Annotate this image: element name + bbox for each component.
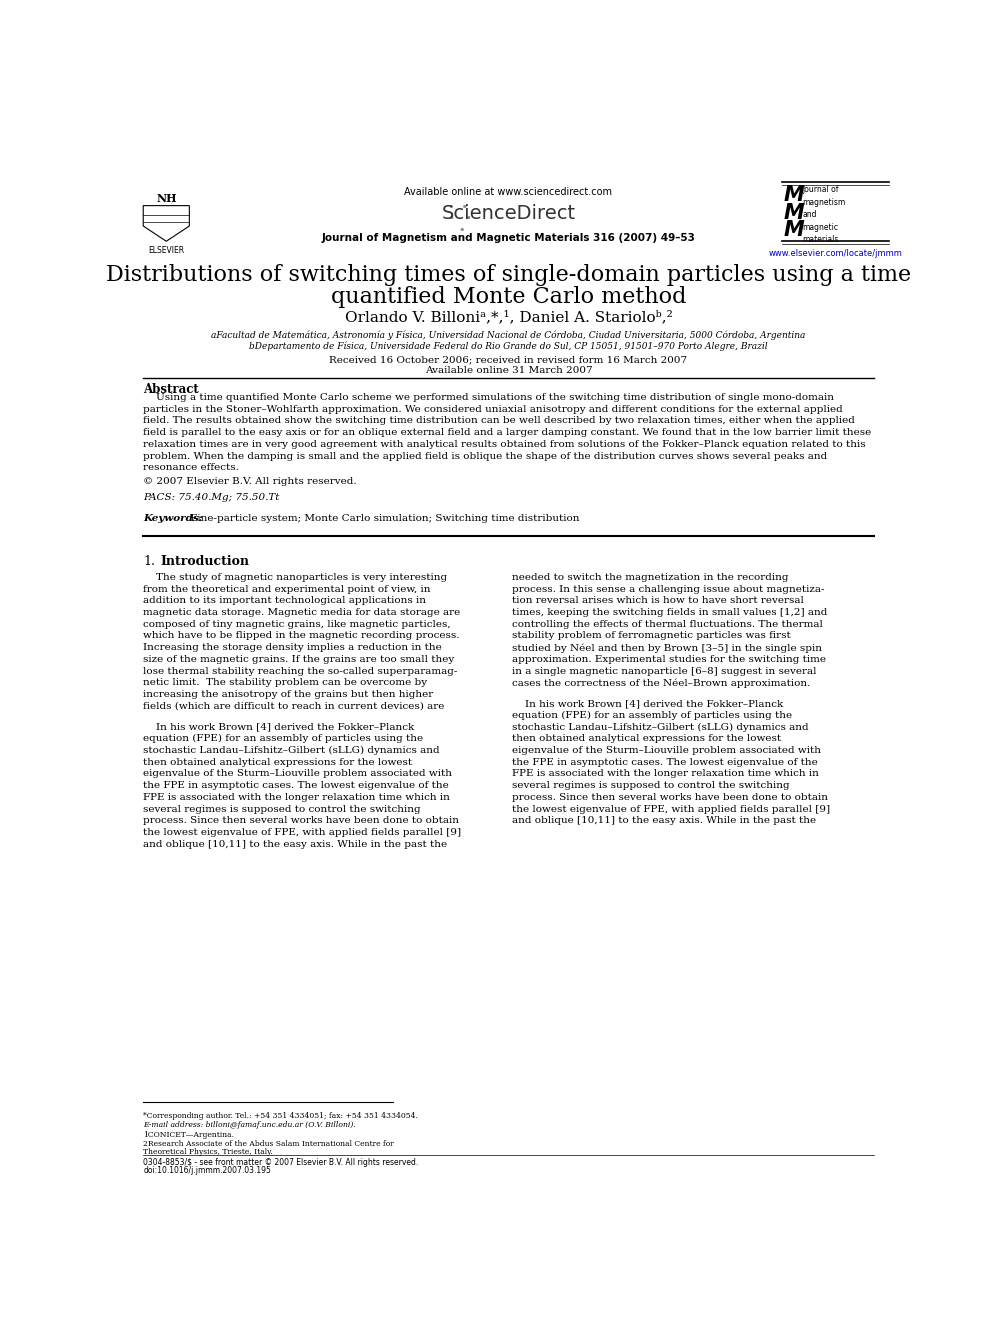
Text: 2Research Associate of the Abdus Salam International Centre for: 2Research Associate of the Abdus Salam I… xyxy=(143,1140,394,1148)
Text: Distributions of switching times of single-domain particles using a time: Distributions of switching times of sing… xyxy=(106,263,911,286)
Text: Fine-particle system; Monte Carlo simulation; Switching time distribution: Fine-particle system; Monte Carlo simula… xyxy=(187,513,579,523)
Text: Journal of Magnetism and Magnetic Materials 316 (2007) 49–53: Journal of Magnetism and Magnetic Materi… xyxy=(321,233,695,243)
Text: aFacultad de Matemática, Astronomía y Física, Universidad Nacional de Córdoba, C: aFacultad de Matemática, Astronomía y Fí… xyxy=(211,331,806,340)
Text: magnetic data storage. Magnetic media for data storage are: magnetic data storage. Magnetic media fo… xyxy=(143,609,460,617)
Text: 1.: 1. xyxy=(143,554,155,568)
Text: The study of magnetic nanoparticles is very interesting: The study of magnetic nanoparticles is v… xyxy=(143,573,447,582)
Text: process. Since then several works have been done to obtain: process. Since then several works have b… xyxy=(512,792,828,802)
Text: which have to be flipped in the magnetic recording process.: which have to be flipped in the magnetic… xyxy=(143,631,459,640)
Text: increasing the anisotropy of the grains but then higher: increasing the anisotropy of the grains … xyxy=(143,691,434,699)
Text: ELSEVIER: ELSEVIER xyxy=(148,246,185,255)
Text: the FPE in asymptotic cases. The lowest eigenvalue of the: the FPE in asymptotic cases. The lowest … xyxy=(512,758,818,767)
Text: addition to its important technological applications in: addition to its important technological … xyxy=(143,597,427,606)
Text: M: M xyxy=(784,185,805,205)
Text: stochastic Landau–Lifshitz–Gilbert (sLLG) dynamics and: stochastic Landau–Lifshitz–Gilbert (sLLG… xyxy=(143,746,439,755)
Text: FPE is associated with the longer relaxation time which in: FPE is associated with the longer relaxa… xyxy=(512,770,819,778)
Text: field. The results obtained show the switching time distribution can be well des: field. The results obtained show the swi… xyxy=(143,417,855,426)
Text: •  •
 •   •
  •: • • • • • xyxy=(445,201,472,234)
Text: ScienceDirect: ScienceDirect xyxy=(441,204,575,222)
Text: 1CONICET—Argentina.: 1CONICET—Argentina. xyxy=(143,1131,234,1139)
Text: the FPE in asymptotic cases. The lowest eigenvalue of the: the FPE in asymptotic cases. The lowest … xyxy=(143,781,449,790)
Text: Abstract: Abstract xyxy=(143,382,199,396)
Text: composed of tiny magnetic grains, like magnetic particles,: composed of tiny magnetic grains, like m… xyxy=(143,619,450,628)
Text: studied by Néel and then by Brown [3–5] in the single spin: studied by Néel and then by Brown [3–5] … xyxy=(512,643,822,652)
Text: M: M xyxy=(784,202,805,222)
Text: from the theoretical and experimental point of view, in: from the theoretical and experimental po… xyxy=(143,585,431,594)
Text: Increasing the storage density implies a reduction in the: Increasing the storage density implies a… xyxy=(143,643,442,652)
Text: particles in the Stoner–Wohlfarth approximation. We considered uniaxial anisotro: particles in the Stoner–Wohlfarth approx… xyxy=(143,405,843,414)
Text: the lowest eigenvalue of FPE, with applied fields parallel [9]: the lowest eigenvalue of FPE, with appli… xyxy=(512,804,830,814)
Text: netic limit.  The stability problem can be overcome by: netic limit. The stability problem can b… xyxy=(143,679,428,688)
Text: size of the magnetic grains. If the grains are too small they: size of the magnetic grains. If the grai… xyxy=(143,655,454,664)
Text: cases the correctness of the Néel–Brown approximation.: cases the correctness of the Néel–Brown … xyxy=(512,679,810,688)
Text: field is parallel to the easy axis or for an oblique external field and a larger: field is parallel to the easy axis or fo… xyxy=(143,429,871,437)
Text: In his work Brown [4] derived the Fokker–Planck: In his work Brown [4] derived the Fokker… xyxy=(143,722,415,732)
Text: © 2007 Elsevier B.V. All rights reserved.: © 2007 Elsevier B.V. All rights reserved… xyxy=(143,478,357,486)
Text: lose thermal stability reaching the so-called superparamag-: lose thermal stability reaching the so-c… xyxy=(143,667,457,676)
Text: relaxation times are in very good agreement with analytical results obtained fro: relaxation times are in very good agreem… xyxy=(143,441,866,448)
Text: equation (FPE) for an assembly of particles using the: equation (FPE) for an assembly of partic… xyxy=(512,710,793,720)
Text: equation (FPE) for an assembly of particles using the: equation (FPE) for an assembly of partic… xyxy=(143,734,424,744)
Text: Available online at www.sciencedirect.com: Available online at www.sciencedirect.co… xyxy=(405,188,612,197)
Text: and oblique [10,11] to the easy axis. While in the past the: and oblique [10,11] to the easy axis. Wh… xyxy=(143,840,447,849)
Text: problem. When the damping is small and the applied field is oblique the shape of: problem. When the damping is small and t… xyxy=(143,451,827,460)
Text: approximation. Experimental studies for the switching time: approximation. Experimental studies for … xyxy=(512,655,826,664)
Text: quantified Monte Carlo method: quantified Monte Carlo method xyxy=(330,286,686,308)
Text: fields (which are difficult to reach in current devices) are: fields (which are difficult to reach in … xyxy=(143,701,444,710)
Text: needed to switch the magnetization in the recording: needed to switch the magnetization in th… xyxy=(512,573,789,582)
Text: doi:10.1016/j.jmmm.2007.03.195: doi:10.1016/j.jmmm.2007.03.195 xyxy=(143,1167,271,1175)
Text: process. Since then several works have been done to obtain: process. Since then several works have b… xyxy=(143,816,459,826)
Text: then obtained analytical expressions for the lowest: then obtained analytical expressions for… xyxy=(512,734,782,744)
Text: Available online 31 March 2007: Available online 31 March 2007 xyxy=(425,365,592,374)
Text: NH: NH xyxy=(156,193,177,204)
Text: and oblique [10,11] to the easy axis. While in the past the: and oblique [10,11] to the easy axis. Wh… xyxy=(512,816,816,826)
Text: several regimes is supposed to control the switching: several regimes is supposed to control t… xyxy=(143,804,421,814)
Text: tion reversal arises which is how to have short reversal: tion reversal arises which is how to hav… xyxy=(512,597,805,606)
Text: PACS: 75.40.Mg; 75.50.Tt: PACS: 75.40.Mg; 75.50.Tt xyxy=(143,493,280,503)
Text: then obtained analytical expressions for the lowest: then obtained analytical expressions for… xyxy=(143,758,413,767)
Text: bDepartamento de Física, Universidade Federal do Rio Grande do Sul, CP 15051, 91: bDepartamento de Física, Universidade Fe… xyxy=(249,341,768,351)
Text: stochastic Landau–Lifshitz–Gilbert (sLLG) dynamics and: stochastic Landau–Lifshitz–Gilbert (sLLG… xyxy=(512,722,808,732)
Text: controlling the effects of thermal fluctuations. The thermal: controlling the effects of thermal fluct… xyxy=(512,619,823,628)
Text: in a single magnetic nanoparticle [6–8] suggest in several: in a single magnetic nanoparticle [6–8] … xyxy=(512,667,816,676)
Text: Received 16 October 2006; received in revised form 16 March 2007: Received 16 October 2006; received in re… xyxy=(329,356,687,364)
Text: In his work Brown [4] derived the Fokker–Planck: In his work Brown [4] derived the Fokker… xyxy=(512,699,784,708)
Text: stability problem of ferromagnetic particles was first: stability problem of ferromagnetic parti… xyxy=(512,631,791,640)
Text: FPE is associated with the longer relaxation time which in: FPE is associated with the longer relaxa… xyxy=(143,792,450,802)
Text: the lowest eigenvalue of FPE, with applied fields parallel [9]: the lowest eigenvalue of FPE, with appli… xyxy=(143,828,461,837)
Text: www.elsevier.com/locate/jmmm: www.elsevier.com/locate/jmmm xyxy=(768,250,902,258)
Text: process. In this sense a challenging issue about magnetiza-: process. In this sense a challenging iss… xyxy=(512,585,824,594)
Text: eigenvalue of the Sturm–Liouville problem associated with: eigenvalue of the Sturm–Liouville proble… xyxy=(512,746,821,755)
Text: resonance effects.: resonance effects. xyxy=(143,463,239,472)
Text: Introduction: Introduction xyxy=(161,554,250,568)
Text: 0304-8853/$ - see front matter © 2007 Elsevier B.V. All rights reserved.: 0304-8853/$ - see front matter © 2007 El… xyxy=(143,1158,419,1167)
Text: times, keeping the switching fields in small values [1,2] and: times, keeping the switching fields in s… xyxy=(512,609,827,617)
Text: Theoretical Physics, Trieste, Italy.: Theoretical Physics, Trieste, Italy. xyxy=(143,1148,273,1156)
Text: M: M xyxy=(784,220,805,239)
Text: Journal of
magnetism
and
magnetic
materials: Journal of magnetism and magnetic materi… xyxy=(803,185,845,245)
Text: Keywords:: Keywords: xyxy=(143,513,202,523)
Text: several regimes is supposed to control the switching: several regimes is supposed to control t… xyxy=(512,781,790,790)
Text: eigenvalue of the Sturm–Liouville problem associated with: eigenvalue of the Sturm–Liouville proble… xyxy=(143,770,452,778)
Text: *Corresponding author. Tel.: +54 351 4334051; fax: +54 351 4334054.: *Corresponding author. Tel.: +54 351 433… xyxy=(143,1113,418,1121)
Text: Using a time quantified Monte Carlo scheme we performed simulations of the switc: Using a time quantified Monte Carlo sche… xyxy=(143,393,834,402)
Text: E-mail address: billoni@famaf.unc.edu.ar (O.V. Billoni).: E-mail address: billoni@famaf.unc.edu.ar… xyxy=(143,1122,356,1130)
Text: Orlando V. Billoniᵃ,*,¹, Daniel A. Starioloᵇ,²: Orlando V. Billoniᵃ,*,¹, Daniel A. Stari… xyxy=(344,311,673,324)
